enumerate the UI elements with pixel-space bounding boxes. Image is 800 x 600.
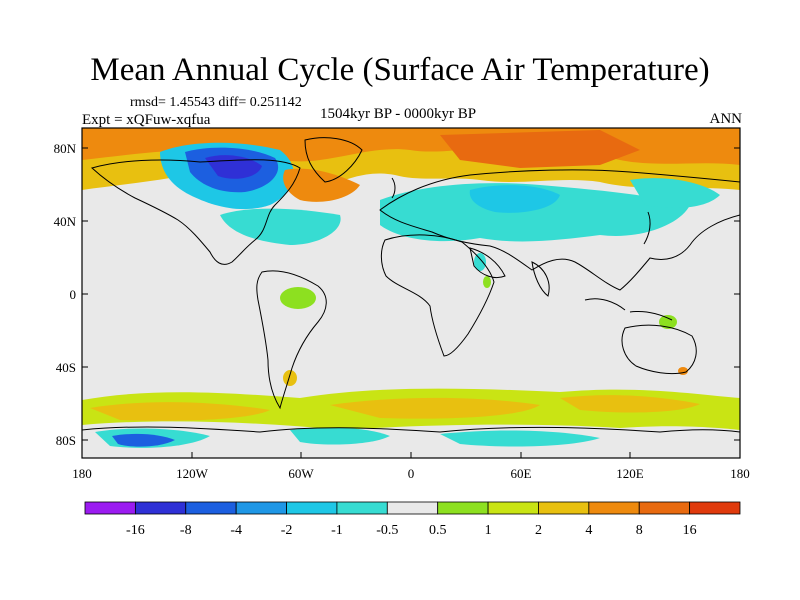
colorbar-swatch [386,501,439,515]
lat-label: 40N [54,214,77,229]
colorbar-swatch [638,501,691,515]
colorbar-label: 4 [585,523,592,538]
southern-warm-belt-2 [330,397,540,419]
colorbar-swatch [336,501,388,515]
colorbar-swatch [185,501,237,515]
coastlines [82,137,740,433]
lon-labels: 180 120W 60W 0 60E 120E 180 [72,466,750,481]
lon-axis [81,452,741,458]
coast-eurasia [379,169,740,291]
season-label: ANN [709,111,743,127]
pacific-cool-patch [630,178,720,208]
colorbar-label: -1 [331,523,343,538]
lat-labels: 80N 40N 0 40S 80S [54,141,77,448]
coast-greenland [304,137,363,183]
colorbar-label: 2 [535,523,542,538]
coast-japan [643,211,651,245]
atlantic-warm [283,168,360,202]
colorbar-swatch [134,501,187,515]
coast-uk [391,177,396,199]
colorbar-label: 16 [683,523,697,538]
colorbar-label: 1 [485,523,492,538]
colorbar-swatch [588,501,640,515]
lon-label: 120E [616,466,644,481]
colorbar-label: -16 [126,523,145,538]
coast-south-america [256,270,327,410]
colorbar-label: -8 [180,523,192,538]
colorbar-label: -0.5 [376,523,398,538]
arabia-cool-patch [474,253,486,271]
southern-warm-belt-3 [560,395,700,413]
colorbar-swatch [487,501,539,515]
antarctic-cool-core [112,433,175,447]
lat-label: 80S [56,433,76,448]
coast-arabia-india [469,247,550,297]
amazon-green-patch [280,287,316,309]
coast-australia [621,324,697,375]
na-cool-belt [220,208,341,245]
lon-label: 60E [511,466,532,481]
lon-label: 180 [72,466,92,481]
colorbar-label: -4 [230,523,242,538]
lon-label: 120W [176,466,209,481]
colorbar-swatch [84,501,136,515]
patagonia-warm-patch [283,370,297,386]
eurasia-cool-belt [380,183,690,242]
lon-label: 180 [730,466,750,481]
indonesia-green-patch [659,315,677,329]
period-label: 1504kyr BP - 0000kyr BP [320,106,477,122]
central-asia-cool [469,185,560,213]
colorbar-swatch [538,501,590,515]
colorbar-swatch [689,501,741,515]
colorbar-swatch [235,501,287,515]
colorbar [84,501,741,515]
colorbar-label: 0.5 [429,523,447,538]
lat-label: 40S [56,360,76,375]
siberia-warm [440,130,640,168]
colorbar-label: 8 [636,523,643,538]
lat-label: 80N [54,141,77,156]
colorbar-label: -2 [281,523,293,538]
southern-warm-belt [90,402,270,421]
coast-indonesia [584,298,673,321]
lat-label: 0 [70,287,77,302]
lon-label: 0 [408,466,415,481]
colorbar-swatch [437,501,489,515]
colorbar-labels: -16 -8 -4 -2 -1 -0.5 0.5 1 2 4 8 16 [126,523,697,538]
stats-text: rmsd= 1.45543 diff= 0.251142 [130,95,302,110]
antarctic-cool-2 [290,427,390,445]
map-title: Mean Annual Cycle (Surface Air Temperatu… [90,52,710,88]
africa-green-patch [483,276,491,288]
antarctic-grey [82,421,740,458]
lon-label: 60W [288,466,314,481]
coast-north-america [91,159,301,265]
colorbar-swatch [286,501,338,515]
lat-axis [82,147,740,441]
antarctic-cool-3 [440,430,600,447]
experiment-label: Expt = xQFuw-xqfua [82,112,211,128]
coast-antarctica [82,426,740,433]
